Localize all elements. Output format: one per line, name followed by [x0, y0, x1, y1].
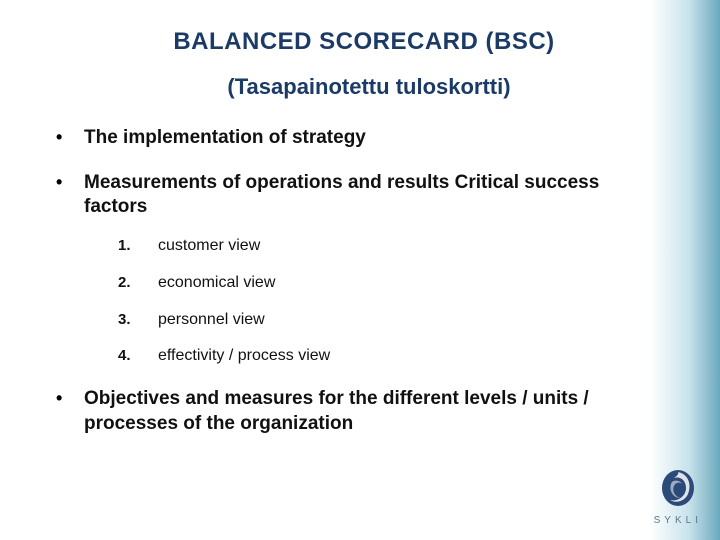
bullet-text: Measurements of operations and results C… — [84, 172, 599, 218]
slide-title: BALANCED SCORECARD (BSC) — [78, 28, 650, 56]
logo-label: SYKLI — [654, 515, 702, 526]
sub-item: personnel view — [118, 310, 650, 331]
logo: SYKLI — [654, 468, 702, 526]
bullet-item: Objectives and measures for the differen… — [48, 387, 650, 436]
bullet-item: The implementation of strategy — [48, 126, 650, 151]
slide-container: BALANCED SCORECARD (BSC) (Tasapainotettu… — [0, 0, 720, 540]
bullet-list: The implementation of strategy Measureme… — [48, 126, 650, 437]
sub-item: customer view — [118, 236, 650, 257]
swirl-icon — [658, 468, 698, 508]
sub-item: effectivity / process view — [118, 346, 650, 367]
bullet-text: The implementation of strategy — [84, 127, 366, 148]
sub-item: economical view — [118, 273, 650, 294]
bullet-text: Objectives and measures for the differen… — [84, 388, 589, 434]
slide-subtitle: (Tasapainotettu tuloskortti) — [88, 74, 650, 100]
bullet-item: Measurements of operations and results C… — [48, 171, 650, 368]
sub-list: customer view economical view personnel … — [84, 236, 650, 367]
